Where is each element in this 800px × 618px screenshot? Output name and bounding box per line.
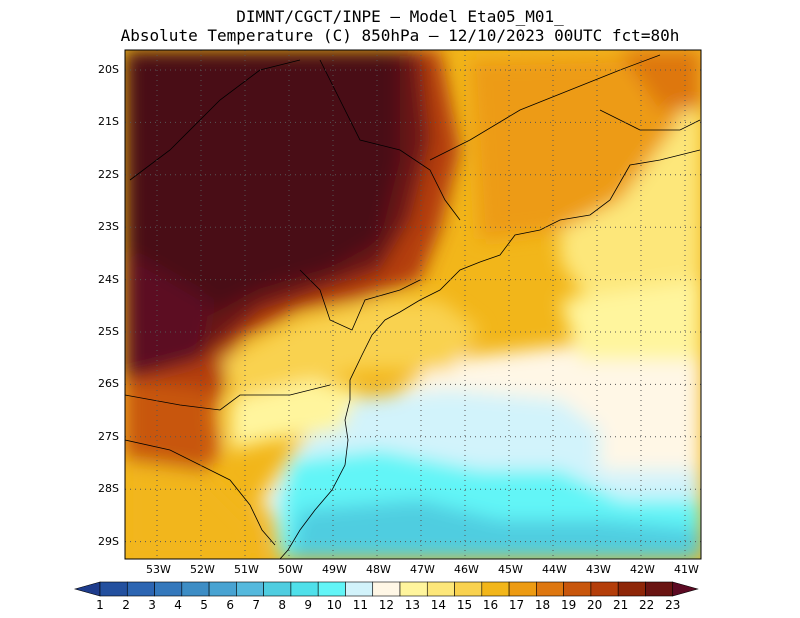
colorbar-label: 23 <box>665 598 681 612</box>
lon-label: 47W <box>410 563 435 576</box>
colorbar-label: 7 <box>252 598 260 612</box>
lat-label: 24S <box>98 272 119 286</box>
lon-label: 42W <box>630 563 655 576</box>
lon-label: 48W <box>366 563 391 576</box>
colorbar-segment <box>508 581 537 597</box>
lon-label: 51W <box>234 563 259 576</box>
colorbar-label: 16 <box>482 598 499 612</box>
lat-label: 26S <box>98 377 119 391</box>
colorbar-segment <box>372 581 401 597</box>
title-line-1: DIMNT/CGCT/INPE — Model Eta05_M01_ <box>236 7 564 26</box>
colorbar-label: 17 <box>508 598 525 612</box>
lon-label: 46W <box>454 563 479 576</box>
lon-label: 50W <box>278 563 303 576</box>
colorbar-label: 8 <box>278 598 287 612</box>
colorbar-label: 18 <box>534 598 551 612</box>
lat-label: 22S <box>98 167 119 181</box>
colorbar-label: 9 <box>304 598 313 612</box>
colorbar-label: 22 <box>639 598 655 612</box>
lat-label: 20S <box>98 63 119 76</box>
lat-label: 28S <box>98 482 119 496</box>
colorbar-segment <box>236 581 264 597</box>
colorbar-segment <box>263 581 292 597</box>
colorbar-label: 21 <box>613 598 629 612</box>
colorbar-segment <box>317 581 346 597</box>
colorbar-segment <box>563 581 592 597</box>
lat-label: 21S <box>98 115 119 129</box>
colorbar-arrow-right <box>672 581 699 597</box>
colorbar-label: 6 <box>226 598 234 612</box>
colorbar-segment <box>536 581 564 597</box>
colorbar-label: 13 <box>404 598 421 612</box>
colorbar-segment <box>126 581 155 597</box>
lon-label: 49W <box>322 563 347 576</box>
colorbar-label: 1 <box>96 598 104 612</box>
colorbar-label: 3 <box>148 598 156 612</box>
colorbar-segment <box>399 581 428 597</box>
lon-label: 45W <box>498 563 523 576</box>
colorbar-segment <box>208 581 237 597</box>
lat-label: 29S <box>98 534 119 548</box>
colorbar-segment <box>481 581 510 597</box>
colorbar-segment <box>290 581 319 597</box>
colorbar-segment <box>645 581 674 597</box>
lat-label: 25S <box>98 325 119 338</box>
colorbar-segment <box>345 581 374 597</box>
colorbar-segment <box>99 581 128 597</box>
colorbar-label: 20 <box>586 598 603 612</box>
colorbar-label: 15 <box>456 598 473 612</box>
colorbar-label: 19 <box>560 598 577 612</box>
colorbar <box>73 581 699 597</box>
colorbar-segment <box>154 581 183 597</box>
colorbar-segment <box>181 581 210 597</box>
colorbar-label: 2 <box>122 598 130 612</box>
colorbar-segment <box>617 581 646 597</box>
lon-label: 43W <box>586 563 611 576</box>
lat-label: 27S <box>98 429 119 443</box>
colorbar-label: 11 <box>352 598 368 612</box>
colorbar-arrow-left <box>73 581 101 597</box>
colorbar-segment <box>426 581 455 597</box>
lon-label: 41W <box>674 563 699 576</box>
colorbar-segment <box>454 581 483 597</box>
colorbar-label: 14 <box>430 598 447 612</box>
colorbar-segment <box>590 581 619 597</box>
colorbar-label: 10 <box>326 598 342 612</box>
lat-label: 23S <box>98 220 119 234</box>
lon-label: 44W <box>542 563 567 576</box>
colorbar-label: 12 <box>378 598 394 612</box>
lon-label: 53W <box>146 563 171 576</box>
lon-label: 52W <box>190 563 215 576</box>
title-line-2: Absolute Temperature (C) 850hPa — 12/10/… <box>120 26 680 45</box>
colorbar-label: 5 <box>200 598 208 612</box>
colorbar-label: 4 <box>174 598 182 612</box>
